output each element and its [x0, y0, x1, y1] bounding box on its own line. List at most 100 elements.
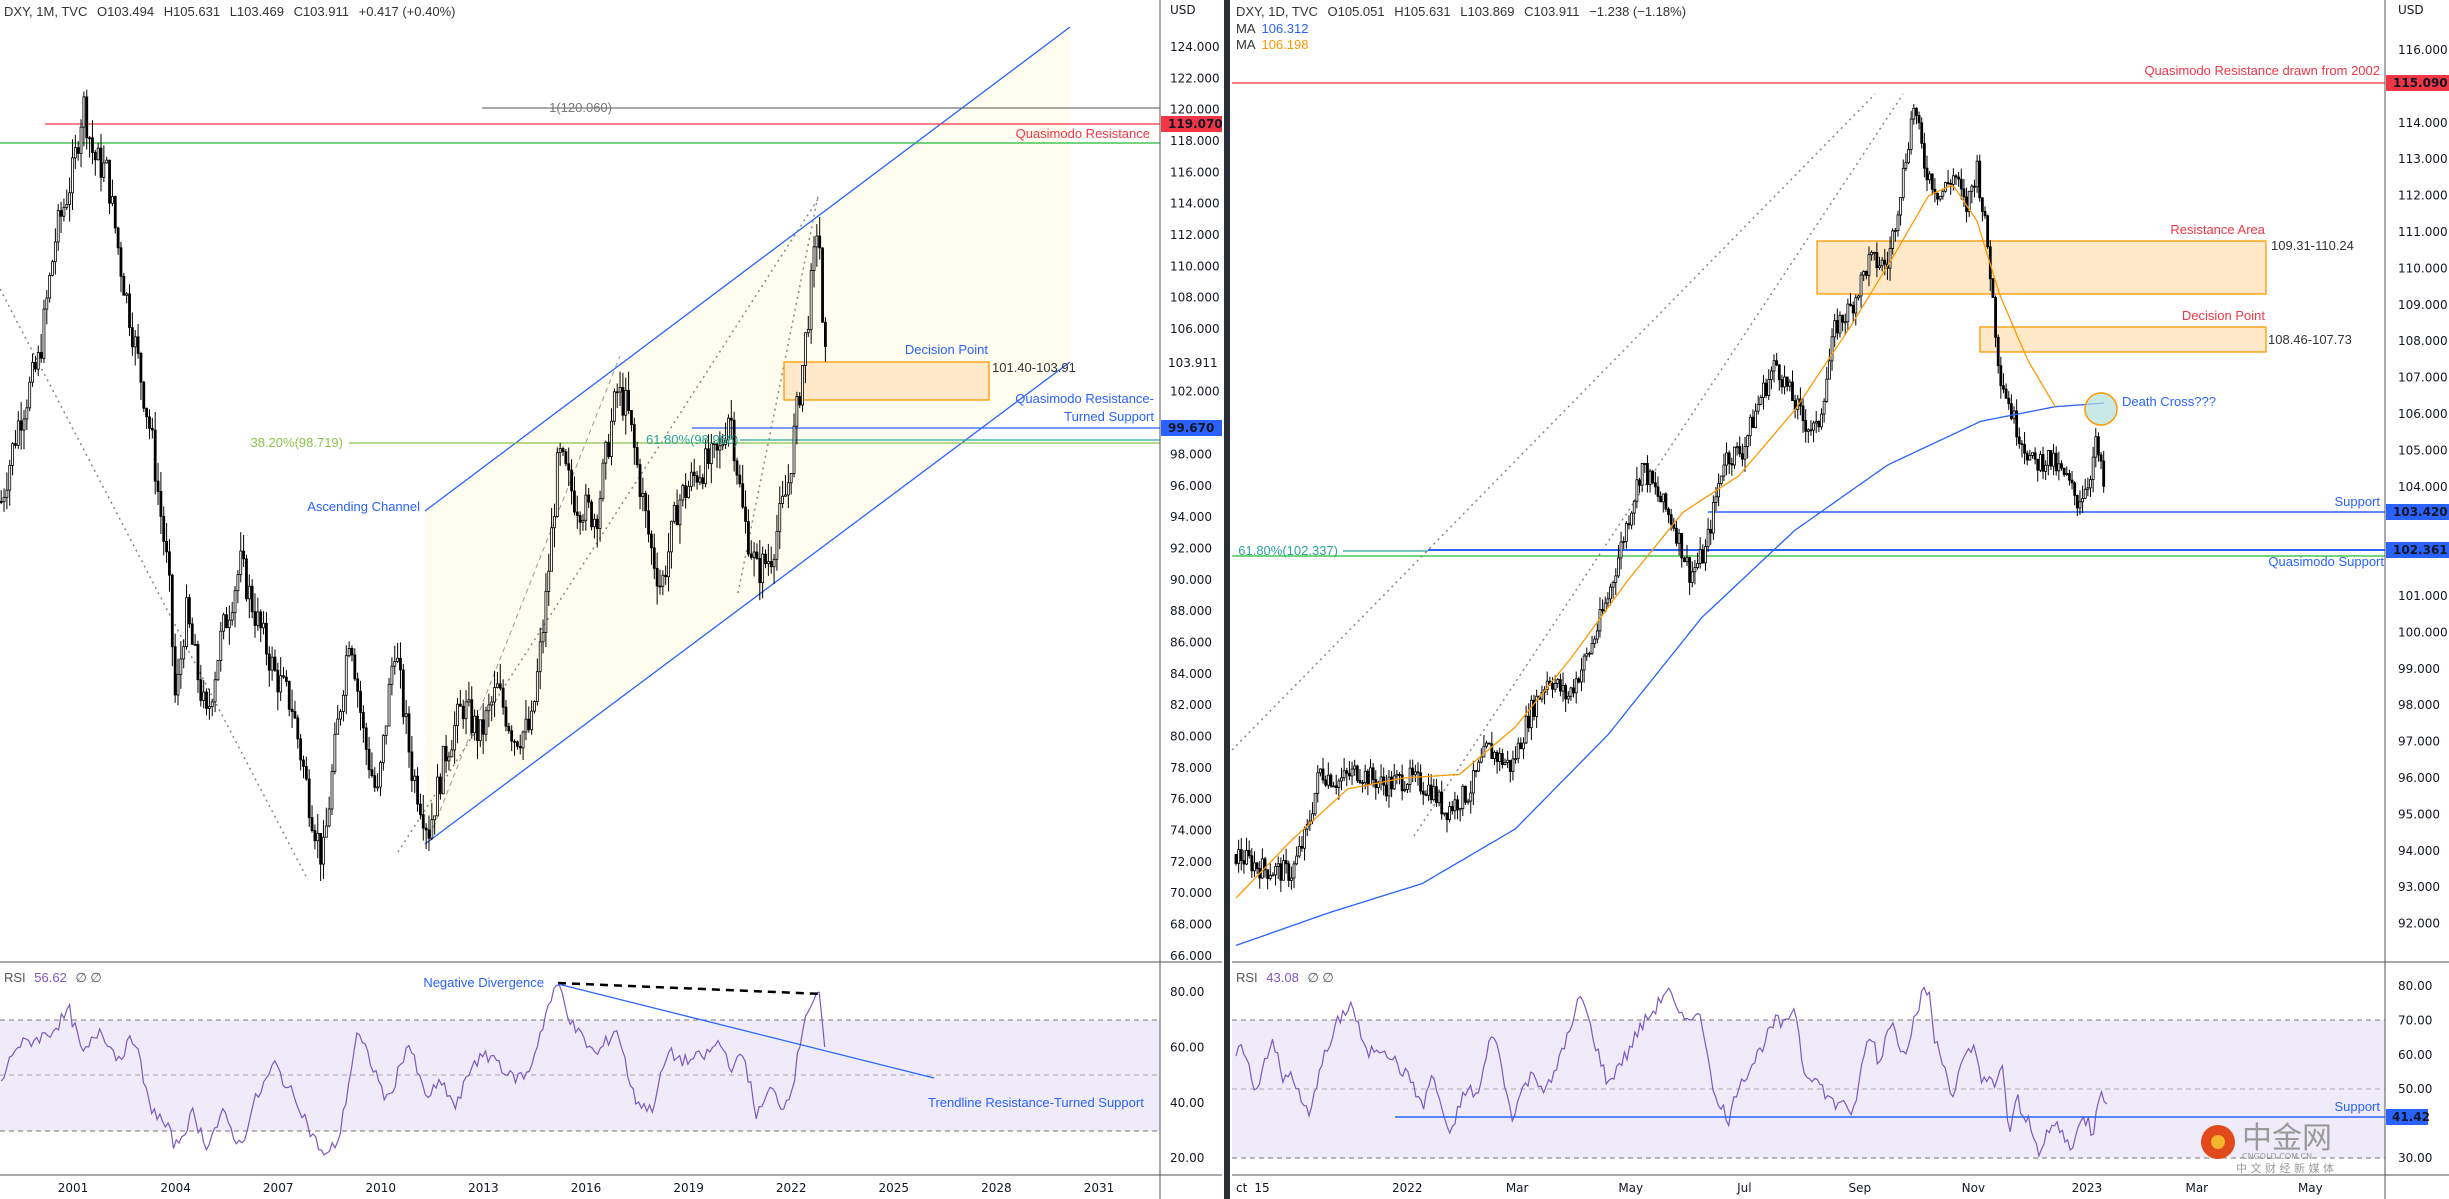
- candle-down: [14, 443, 17, 446]
- candle-up: [25, 407, 29, 420]
- left-time-axis[interactable]: 2001 2004 2007 2010 2013 2016 2019 2022 2025 2028…: [58, 1181, 1115, 1195]
- candle-up: [1783, 376, 1786, 388]
- candle-up: [333, 733, 337, 772]
- candle-up: [1901, 167, 1905, 198]
- candle-up: [678, 499, 682, 526]
- candle-down: [675, 505, 679, 526]
- left-symbol-ohlc[interactable]: DXY, 1M, TVC O103.494 H105.631 L103.469 …: [4, 4, 455, 19]
- candle-up: [1788, 381, 1792, 387]
- ma-50-line: [1235, 184, 2056, 899]
- candle-up: [1661, 493, 1665, 503]
- rsi-legend[interactable]: RSI 56.62 ∅ ∅: [4, 970, 102, 985]
- candle-up: [45, 297, 49, 310]
- candle-up: [687, 485, 690, 499]
- ma-200-legend[interactable]: MA 106.312: [1236, 21, 1309, 36]
- candle-up: [524, 718, 528, 733]
- candle-down: [1239, 849, 1243, 862]
- candle-down: [821, 247, 824, 323]
- candle-up: [207, 706, 211, 709]
- time-tick-label: May: [2298, 1181, 2323, 1195]
- fib-dotted-line: [397, 195, 821, 853]
- candle-up: [31, 362, 34, 383]
- rsi-tick-label: 80.00: [2398, 979, 2432, 993]
- candle-up: [1896, 214, 1900, 231]
- candle-up: [1561, 685, 1565, 692]
- candle-up: [1769, 370, 1773, 380]
- candle-down: [162, 515, 166, 542]
- candle-down: [1817, 421, 1821, 428]
- ascending-channel-lower[interactable]: [424, 361, 1071, 845]
- right-rsi-axis[interactable]: 80.00 70.00 60.00 50.00 30.00: [2398, 979, 2432, 1165]
- price-tick-label: 96.000: [2398, 771, 2440, 785]
- candle-up: [1912, 107, 1916, 120]
- rsi-legend[interactable]: RSI 43.08 ∅ ∅: [1236, 970, 1334, 985]
- candle-down: [287, 681, 291, 710]
- time-tick-label: 2007: [263, 1181, 294, 1195]
- candle-up: [381, 735, 385, 764]
- decision-range-label: 108.46-107.73: [2268, 332, 2352, 347]
- decision-point-zone[interactable]: [1979, 326, 2267, 353]
- candle-down: [1740, 453, 1744, 460]
- candle-down: [735, 460, 739, 476]
- candle-down: [128, 293, 131, 329]
- candle-down: [1464, 785, 1467, 803]
- resistance-area-zone[interactable]: [1816, 240, 2267, 295]
- right-price-axis[interactable]: 116.000 114.000 113.000 112.000 111.000 110.0…: [2398, 43, 2448, 931]
- candle-up: [1648, 470, 1652, 485]
- candle-up: [376, 786, 380, 789]
- ma-50-legend[interactable]: MA 106.198: [1236, 37, 1309, 52]
- left-rsi-axis[interactable]: 80.00 60.00 40.00 20.00: [1170, 985, 1204, 1165]
- time-tick-label: 2016: [571, 1181, 602, 1195]
- price-tick-label: 100.000: [2398, 625, 2448, 639]
- candle-down: [470, 699, 474, 734]
- candle-down: [165, 540, 168, 553]
- candle-down: [1421, 790, 1425, 795]
- candle-up: [1292, 863, 1296, 879]
- candle-up: [815, 235, 819, 248]
- decision-point-zone[interactable]: [783, 361, 990, 401]
- candle-up: [330, 771, 334, 810]
- candle-down: [2015, 410, 2019, 438]
- candle-up: [28, 381, 32, 409]
- candle-down: [421, 814, 425, 829]
- price-tick-label: 114.000: [2398, 116, 2448, 130]
- right-time-axis[interactable]: ct 15 2022 Mar May Jul Sep Nov 2023 Mar May: [1236, 1181, 2323, 1195]
- price-tick-label: 84.000: [1170, 667, 1212, 681]
- candle-down: [1764, 382, 1768, 396]
- rsi-trendline[interactable]: [557, 983, 935, 1079]
- price-tick-label: 116.000: [1170, 165, 1220, 179]
- left-chart-pane[interactable]: 1(120.060) Quasimodo Resistance Decision…: [0, 0, 1223, 1199]
- candle-up: [1843, 321, 1847, 324]
- candle-down: [1780, 379, 1784, 388]
- candle-up: [1482, 745, 1486, 758]
- cngold-logo-inner-icon: [2211, 1135, 2225, 1149]
- candle-up: [1754, 410, 1757, 428]
- candle-up: [202, 691, 206, 701]
- candle-up: [1503, 762, 1507, 765]
- candle-down: [712, 443, 716, 445]
- candle-up: [752, 551, 756, 558]
- candle-up: [496, 683, 499, 688]
- candle-up: [71, 157, 74, 194]
- candle-down: [1667, 508, 1670, 516]
- right-chart-pane[interactable]: Quasimodo Resistance drawn from 2002 Res…: [1231, 0, 2449, 1199]
- death-cross-marker[interactable]: [2084, 392, 2118, 426]
- price-tick-label: 122.000: [1170, 71, 1220, 85]
- candle-down: [1980, 197, 1984, 212]
- candle-down: [684, 485, 688, 499]
- candle-down: [1738, 446, 1742, 455]
- candle-down: [564, 451, 568, 465]
- candle-up: [1506, 759, 1510, 763]
- layout-divider[interactable]: [1224, 0, 1230, 1199]
- left-price-axis[interactable]: 124.000 122.000 120.000 118.000 116.000 114.0…: [1170, 40, 1220, 963]
- candle-down: [1664, 493, 1668, 510]
- candle-down: [647, 510, 650, 535]
- candle-up: [1379, 776, 1383, 783]
- rsi-tick-label: 50.00: [2398, 1082, 2432, 1096]
- candle-up: [772, 558, 776, 568]
- candle-up: [1406, 784, 1409, 790]
- candle-up: [2046, 450, 2050, 466]
- right-symbol-ohlc[interactable]: DXY, 1D, TVC O105.051 H105.631 L103.869 …: [1236, 4, 1686, 19]
- candle-down: [361, 712, 365, 729]
